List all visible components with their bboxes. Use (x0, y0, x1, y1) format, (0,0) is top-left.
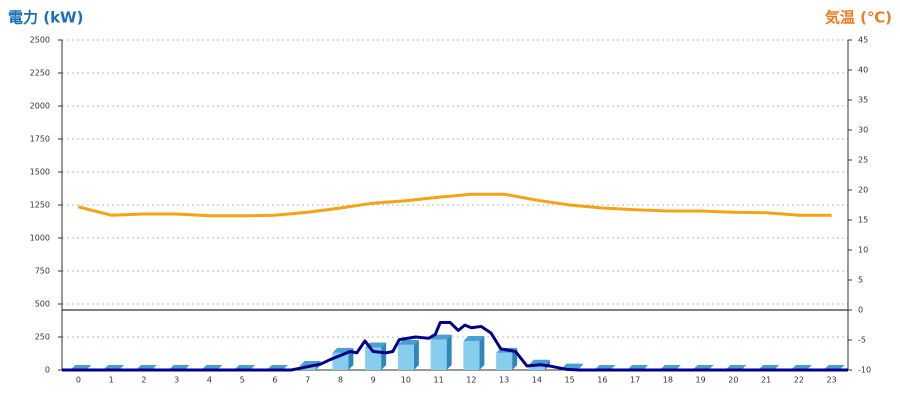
y2-tick-label: 25 (858, 156, 868, 165)
x-tick-label: 11 (434, 376, 444, 385)
y2-tick-label: 40 (858, 66, 868, 75)
x-tick-label: 14 (532, 376, 542, 385)
x-tick-label: 13 (499, 376, 509, 385)
x-tick-label: 10 (401, 376, 411, 385)
line (78, 192, 832, 218)
y2-tick-label: 5 (858, 276, 863, 285)
x-tick-label: 19 (696, 376, 706, 385)
x-tick-label: 12 (466, 376, 476, 385)
x-tick-label: 16 (597, 376, 607, 385)
y-tick-label: 1500 (30, 168, 50, 177)
x-tick-label: 7 (305, 376, 310, 385)
bar-face (479, 335, 485, 370)
x-tick-label: 1 (109, 376, 114, 385)
bar-face (413, 339, 419, 370)
line (62, 320, 848, 372)
x-tick-label: 5 (240, 376, 245, 385)
x-tick-label: 9 (371, 376, 376, 385)
bar-face (381, 342, 387, 370)
bar-face (577, 363, 583, 370)
chart-title: 電力 (kW) (8, 9, 83, 27)
x-tick-label: 3 (174, 376, 179, 385)
x-tick-label: 0 (76, 376, 81, 385)
bar (463, 335, 485, 370)
bar-face (561, 363, 583, 369)
y-tick-label: 750 (35, 267, 50, 276)
y-tick-label: 500 (35, 300, 50, 309)
bar-face (430, 339, 447, 370)
x-tick-label: 2 (141, 376, 146, 385)
y-tick-label: 250 (35, 333, 50, 342)
y-tick-label: 1000 (30, 234, 50, 243)
y2-tick-label: 20 (858, 186, 868, 195)
y2-tick-label: -10 (858, 366, 871, 375)
x-tick-label: 4 (207, 376, 212, 385)
bar-face (463, 335, 485, 341)
y-tick-label: 0 (45, 366, 50, 375)
y-tick-label: 2000 (30, 102, 50, 111)
bar-face (430, 334, 452, 340)
bar-face (528, 359, 550, 365)
x-tick-label: 20 (728, 376, 738, 385)
bar-face (496, 352, 513, 370)
bar-face (463, 340, 480, 370)
y-tick-label: 1750 (30, 135, 50, 144)
bar-face (397, 344, 414, 370)
y2-tick-label: 0 (858, 306, 863, 315)
y2-tick-label: 35 (858, 96, 868, 105)
x-tick-label: 6 (272, 376, 277, 385)
y2-tick-label: 45 (858, 36, 868, 45)
x-tick-label: 15 (565, 376, 575, 385)
x-tick-label: 23 (827, 376, 837, 385)
bar (397, 339, 419, 370)
y2-tick-label: 15 (858, 216, 868, 225)
x-tick-label: 22 (794, 376, 804, 385)
y2-tick-label: 30 (858, 126, 868, 135)
bar-face (446, 334, 452, 370)
y-tick-label: 2500 (30, 36, 50, 45)
bar-face (528, 364, 545, 370)
x-tick-label: 21 (761, 376, 771, 385)
y-tick-label: 1250 (30, 201, 50, 210)
x-tick-label: 17 (630, 376, 640, 385)
bar-face (397, 339, 419, 345)
y2-tick-label: 10 (858, 246, 868, 255)
y2-tick-label: -5 (858, 336, 866, 345)
x-tick-label: 8 (338, 376, 343, 385)
bar (430, 334, 452, 370)
y-tick-label: 2250 (30, 69, 50, 78)
y2-title: 気温 (℃) (825, 9, 892, 27)
x-tick-label: 18 (663, 376, 673, 385)
